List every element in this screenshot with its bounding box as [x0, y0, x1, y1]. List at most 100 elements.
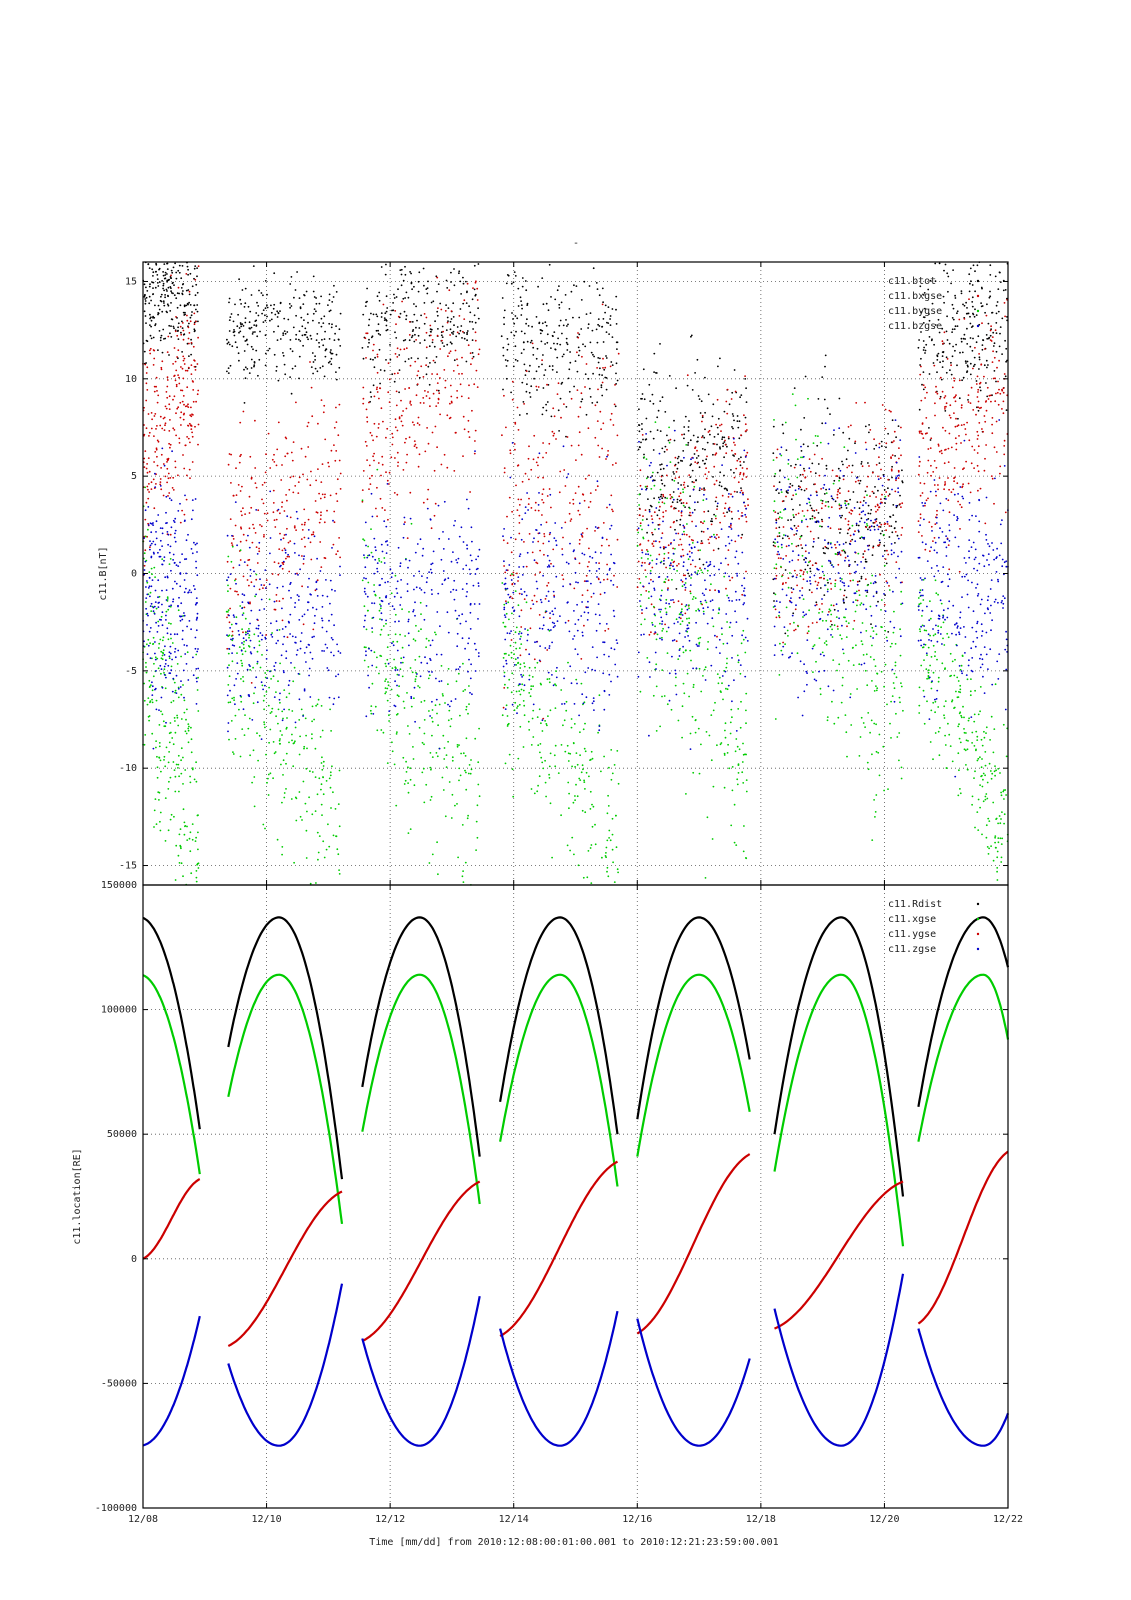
- data-point: [477, 783, 480, 786]
- data-point: [437, 402, 440, 404]
- data-point: [384, 662, 387, 665]
- data-point: [703, 487, 705, 490]
- data-point: [281, 710, 284, 713]
- data-point: [652, 694, 655, 697]
- data-point: [166, 461, 168, 463]
- data-point: [1002, 400, 1005, 403]
- data-point: [456, 396, 459, 399]
- data-point: [442, 694, 444, 697]
- data-point: [535, 600, 538, 603]
- data-point: [596, 341, 599, 344]
- data-point: [652, 449, 655, 451]
- data-point: [238, 461, 241, 464]
- data-point: [462, 870, 464, 872]
- data-point: [577, 864, 580, 867]
- data-point: [318, 341, 320, 344]
- data-point: [869, 525, 871, 528]
- data-point: [782, 641, 784, 644]
- data-point: [177, 338, 180, 340]
- data-point: [871, 839, 874, 841]
- data-point: [590, 882, 593, 884]
- data-point: [446, 414, 449, 417]
- data-point: [510, 656, 513, 659]
- data-point: [979, 389, 982, 392]
- data-point: [875, 496, 877, 498]
- data-point: [553, 754, 556, 757]
- data-point: [397, 695, 400, 698]
- data-point: [517, 464, 520, 467]
- data-point: [318, 346, 321, 348]
- data-point: [712, 709, 715, 712]
- data-point: [654, 625, 656, 628]
- data-point: [390, 688, 393, 691]
- data-point: [681, 608, 683, 611]
- data-point: [540, 756, 543, 759]
- data-point: [544, 369, 547, 371]
- data-point: [246, 579, 249, 581]
- data-point: [325, 348, 327, 351]
- data-point: [239, 605, 242, 607]
- data-point: [611, 336, 614, 338]
- data-point: [599, 357, 601, 360]
- data-point: [460, 293, 462, 295]
- data-point: [439, 377, 441, 379]
- data-point: [458, 272, 460, 275]
- data-point: [309, 334, 312, 337]
- data-point: [418, 376, 421, 379]
- data-point: [683, 426, 686, 428]
- data-point: [654, 421, 657, 423]
- data-point: [402, 700, 405, 703]
- data-point: [598, 373, 601, 376]
- data-point: [279, 662, 281, 665]
- data-point: [546, 584, 548, 587]
- data-point: [164, 765, 167, 768]
- data-point: [801, 547, 804, 549]
- data-point: [462, 415, 465, 418]
- data-point: [458, 767, 461, 770]
- data-point: [955, 394, 957, 396]
- data-point: [530, 339, 533, 342]
- data-point: [316, 370, 319, 373]
- data-point: [243, 640, 246, 643]
- data-point: [720, 691, 722, 693]
- data-point: [726, 412, 729, 415]
- data-point: [933, 460, 936, 462]
- data-point: [477, 263, 480, 265]
- data-point: [593, 355, 595, 358]
- data-point: [685, 533, 688, 536]
- data-point: [983, 415, 986, 417]
- data-point: [266, 293, 268, 296]
- data-point: [310, 558, 313, 561]
- data-point: [321, 493, 324, 496]
- data-point: [983, 469, 986, 472]
- data-point: [680, 514, 683, 517]
- data-point: [312, 372, 314, 375]
- data-point: [145, 467, 148, 470]
- data-point: [170, 325, 172, 327]
- data-point: [172, 325, 175, 328]
- data-point: [187, 289, 190, 291]
- data-point: [959, 528, 961, 530]
- data-point: [590, 596, 593, 598]
- data-point: [938, 331, 941, 334]
- data-point: [648, 509, 651, 511]
- data-point: [175, 369, 178, 372]
- data-point: [197, 265, 200, 268]
- data-point: [656, 471, 659, 474]
- data-point: [537, 509, 540, 512]
- data-point: [367, 545, 369, 548]
- data-point: [1005, 347, 1008, 350]
- data-point: [540, 340, 543, 343]
- data-point: [519, 725, 522, 728]
- data-point: [231, 630, 234, 633]
- data-point: [237, 484, 240, 486]
- data-point: [273, 752, 276, 755]
- data-point: [829, 527, 832, 530]
- data-point: [870, 623, 872, 625]
- data-point: [473, 383, 476, 386]
- data-point: [314, 747, 317, 750]
- data-point: [551, 365, 554, 367]
- data-point: [430, 768, 432, 771]
- series-c11-bygse: [142, 393, 1009, 886]
- data-point: [258, 289, 260, 292]
